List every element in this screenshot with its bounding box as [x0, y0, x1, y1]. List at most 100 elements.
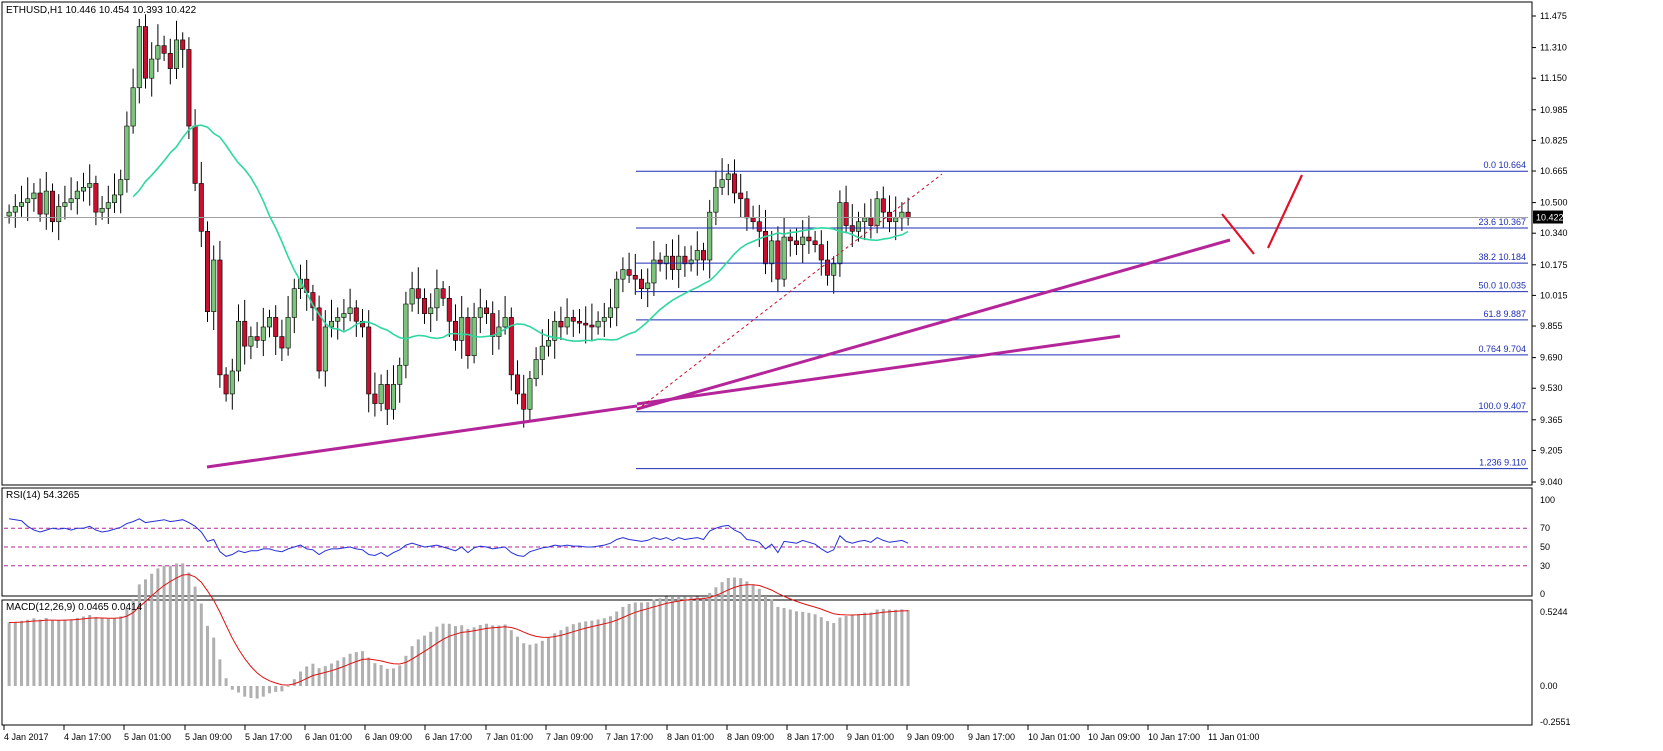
fib-level-label: 23.6 10.367 — [1478, 217, 1526, 227]
candle-body — [607, 307, 613, 318]
x-tick-label: 4 Jan 17:00 — [64, 732, 111, 742]
candle-body — [353, 307, 359, 322]
candle-body — [236, 320, 242, 372]
candle-body — [620, 269, 626, 280]
candle-body — [645, 282, 651, 290]
candle-body — [552, 320, 558, 341]
candle-body — [700, 250, 706, 261]
price-y-tick-label: 10.825 — [1540, 135, 1568, 145]
price-header: ETHUSD,H1 10.446 10.454 10.393 10.422 — [6, 5, 197, 16]
x-tick-label: 10 Jan 09:00 — [1088, 732, 1140, 742]
candle-body — [384, 384, 390, 410]
candle-body — [533, 359, 539, 379]
candle-body — [341, 313, 347, 318]
candle-body — [707, 211, 713, 261]
candle-body — [508, 317, 514, 376]
candle-body — [291, 288, 297, 318]
candle-body — [130, 87, 136, 127]
price-layer — [6, 14, 911, 428]
candle-body — [843, 202, 849, 226]
candle-body — [335, 317, 341, 322]
candle-body — [105, 202, 111, 209]
candle-body — [713, 186, 719, 213]
candle-body — [583, 322, 589, 326]
candle-body — [874, 198, 880, 226]
candle-body — [390, 384, 396, 410]
candle-body — [483, 307, 489, 314]
candle-body — [174, 39, 180, 69]
candle-body — [446, 297, 452, 322]
candle-body — [328, 320, 334, 328]
candle-body — [397, 364, 403, 385]
candle-body — [452, 320, 458, 341]
candle-body — [781, 236, 787, 280]
candle-body — [694, 250, 700, 261]
price-y-tick-label: 10.015 — [1540, 290, 1568, 300]
candle-body — [682, 255, 688, 265]
candle-body — [638, 278, 644, 290]
candle-body — [409, 288, 415, 305]
candle-body — [824, 259, 830, 276]
candle-body — [143, 26, 149, 79]
candle-body — [818, 244, 824, 261]
candle-body — [775, 240, 781, 280]
candle-body — [570, 317, 576, 322]
candle-body — [558, 320, 564, 328]
x-tick-label: 5 Jan 01:00 — [124, 732, 171, 742]
current-price-label: 10.422 — [1536, 213, 1564, 223]
x-tick-label: 7 Jan 17:00 — [606, 732, 653, 742]
candle-body — [260, 326, 266, 341]
x-tick-label: 7 Jan 01:00 — [486, 732, 533, 742]
candle-body — [56, 206, 62, 223]
candle-body — [242, 320, 248, 347]
moving-average-line — [132, 124, 909, 342]
candle-body — [229, 370, 235, 395]
trendline-support — [636, 238, 1231, 411]
candle-body — [6, 211, 12, 217]
trendline-middle — [636, 334, 1121, 406]
fib-level-label: 61.8 9.887 — [1483, 309, 1526, 319]
candle-body — [831, 263, 837, 276]
x-tick-label: 6 Jan 17:00 — [425, 732, 472, 742]
price-y-tick-label: 11.150 — [1540, 73, 1567, 83]
x-tick-label: 9 Jan 17:00 — [968, 732, 1015, 742]
candle-body — [595, 320, 601, 328]
macd-layer — [7, 563, 910, 699]
candle-body — [564, 317, 570, 328]
rsi-line — [9, 518, 909, 557]
rsi-y-tick-label: 30 — [1540, 561, 1550, 571]
fib-level-label: 100.0 9.407 — [1478, 401, 1526, 411]
candle-body — [651, 259, 657, 284]
candle-body — [440, 288, 446, 299]
macd-y-tick-label: 0.00 — [1540, 681, 1558, 691]
x-tick-label: 7 Jan 09:00 — [546, 732, 593, 742]
price-y-tick-label: 9.690 — [1540, 353, 1563, 363]
candle-body — [837, 202, 843, 265]
fib-anchor-dashed — [636, 173, 943, 411]
candle-body — [198, 183, 204, 232]
candle-body — [434, 288, 440, 309]
candle-body — [862, 217, 868, 223]
candle-body — [800, 236, 806, 245]
x-tick-label: 6 Jan 09:00 — [365, 732, 412, 742]
candle-body — [18, 202, 24, 207]
x-tick-label: 6 Jan 01:00 — [305, 732, 352, 742]
candle-body — [403, 303, 409, 366]
candle-body — [223, 374, 229, 395]
candle-body — [688, 259, 694, 265]
current-price-tag — [1533, 210, 1563, 224]
price-y-tick-label: 9.205 — [1540, 445, 1563, 455]
candle-body — [545, 340, 551, 347]
candle-body — [316, 307, 322, 372]
candle-body — [521, 393, 527, 410]
candle-body — [657, 259, 663, 265]
x-tick-label: 4 Jan 2017 — [4, 732, 49, 742]
fib-level-label: 38.2 10.184 — [1478, 252, 1526, 262]
candle-body — [793, 240, 799, 245]
arrow-up-stroke — [1267, 174, 1303, 249]
price-y-tick-label: 9.855 — [1540, 321, 1563, 331]
candle-body — [211, 259, 217, 312]
overlay-layer: 0.0 10.664 23.6 10.367 38.2 10.184 50.0 10.… — [4, 124, 1528, 470]
price-y-tick-label: 9.365 — [1540, 415, 1563, 425]
axes-layer: 11.475 11.310 11.150 10.985 10.825 10.665 10.5… — [3, 11, 1571, 742]
